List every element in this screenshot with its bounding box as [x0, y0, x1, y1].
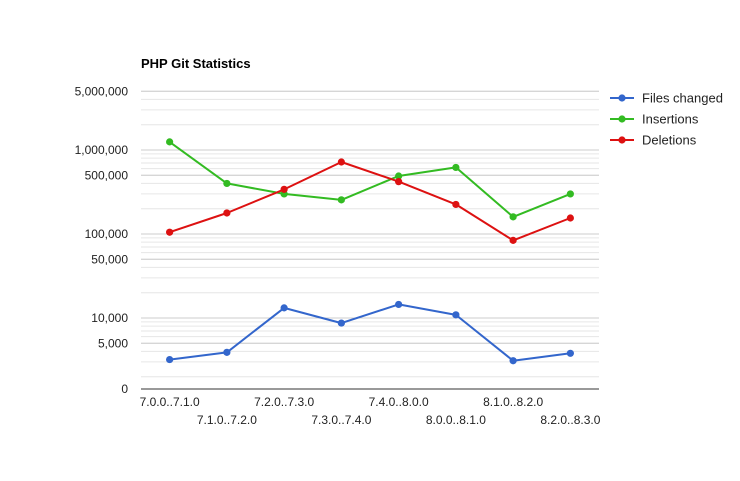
legend-item: Deletions — [610, 133, 697, 148]
y-tick-label: 5,000,000 — [75, 84, 129, 98]
data-point — [280, 185, 288, 193]
data-point — [395, 300, 403, 309]
grid — [141, 90, 599, 390]
data-point — [223, 179, 231, 188]
series-line — [169, 161, 571, 242]
series-layer — [166, 138, 574, 365]
x-tick-label: 7.1.0..7.2.0 — [197, 413, 257, 427]
y-axis-ticks: 5,000,000 1,000,000 500,000 100,000 50,000 10… — [75, 84, 129, 396]
data-point — [509, 236, 517, 244]
data-point — [566, 214, 574, 222]
data-point — [166, 228, 174, 236]
data-point — [452, 200, 460, 209]
data-point — [223, 348, 231, 356]
data-point — [509, 213, 517, 221]
legend-swatch-marker — [618, 136, 626, 144]
legend-swatch-marker — [618, 115, 626, 123]
data-point — [566, 190, 574, 198]
legend-item: Files changed — [610, 91, 723, 106]
data-point — [337, 158, 345, 166]
legend-label: Files changed — [642, 91, 723, 106]
x-axis-ticks: 7.0.0..7.1.0 7.1.0..7.2.0 7.2.0..7.3.0 7.3.… — [140, 395, 601, 427]
series-line — [169, 141, 571, 218]
y-tick-label: 50,000 — [91, 252, 128, 266]
y-tick-label: 5,000 — [98, 336, 128, 350]
y-tick-label: 10,000 — [91, 311, 128, 325]
legend-item: Insertions — [610, 112, 699, 127]
data-point — [223, 209, 231, 217]
data-point — [337, 319, 345, 327]
data-point — [166, 355, 174, 364]
y-tick-label: 100,000 — [85, 227, 129, 241]
series-insertions — [166, 138, 574, 221]
y-tick-label: 1,000,000 — [75, 143, 129, 157]
y-tick-label: 500,000 — [85, 168, 129, 182]
data-point — [509, 357, 517, 365]
x-tick-label: 7.2.0..7.3.0 — [254, 395, 314, 409]
x-tick-label: 8.2.0..8.3.0 — [540, 413, 600, 427]
data-point — [166, 138, 174, 146]
series-deletions — [166, 158, 574, 244]
series-files-changed — [166, 300, 574, 365]
data-point — [395, 178, 403, 186]
legend: Files changed Insertions Deletions — [610, 91, 723, 148]
legend-label: Insertions — [642, 112, 699, 127]
data-point — [452, 163, 460, 172]
x-tick-label: 8.1.0..8.2.0 — [483, 395, 543, 409]
data-point — [280, 304, 288, 312]
data-point — [452, 311, 460, 319]
y-tick-label: 0 — [121, 382, 128, 396]
legend-swatch-marker — [618, 94, 626, 102]
data-point — [337, 196, 345, 204]
data-point — [566, 349, 574, 357]
legend-label: Deletions — [642, 133, 697, 148]
series-line — [169, 303, 571, 362]
data-point — [395, 172, 403, 180]
x-tick-label: 7.4.0..8.0.0 — [369, 395, 429, 409]
chart-title: PHP Git Statistics — [141, 56, 251, 71]
x-tick-label: 7.0.0..7.1.0 — [140, 395, 200, 409]
x-tick-label: 8.0.0..8.1.0 — [426, 413, 486, 427]
x-tick-label: 7.3.0..7.4.0 — [311, 413, 371, 427]
